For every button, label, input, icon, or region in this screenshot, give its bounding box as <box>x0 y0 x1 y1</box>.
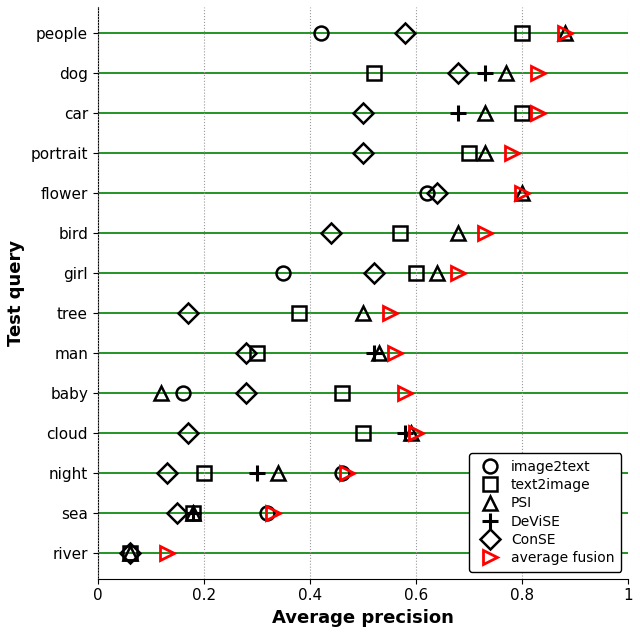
X-axis label: Average precision: Average precision <box>272 609 454 627</box>
Legend: image2text, text2image, PSI, DeViSE, ConSE, average fusion: image2text, text2image, PSI, DeViSE, Con… <box>469 453 621 572</box>
Y-axis label: Test query: Test query <box>7 240 25 346</box>
